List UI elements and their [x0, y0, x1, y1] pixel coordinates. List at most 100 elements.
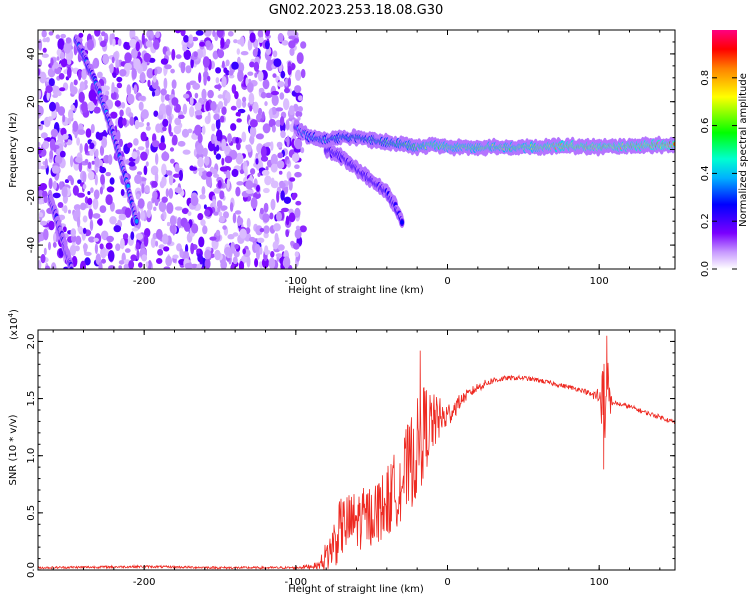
noise-blob [58, 181, 63, 190]
noise-blob [61, 186, 68, 198]
noise-blob [135, 41, 140, 52]
noise-blob [94, 30, 101, 37]
noise-blob [277, 32, 284, 43]
noise-blob [106, 235, 114, 243]
noise-blob [120, 189, 125, 196]
noise-blob [76, 137, 80, 146]
noise-blob [49, 101, 56, 112]
noise-blob [202, 56, 210, 68]
noise-blob [152, 74, 157, 83]
noise-blob [95, 148, 99, 158]
noise-blob [151, 180, 158, 188]
noise-blob [240, 51, 249, 56]
noise-blob [158, 110, 163, 116]
noise-blob [165, 255, 173, 267]
noise-blob [106, 186, 115, 193]
noise-blob [277, 244, 285, 251]
noise-blob [204, 258, 211, 269]
noise-blob [135, 242, 140, 250]
noise-blob [56, 56, 60, 61]
noise-blob [245, 180, 254, 190]
noise-blob [227, 133, 232, 144]
noise-blob [117, 38, 122, 47]
noise-blob [38, 59, 43, 68]
noise-blob [153, 206, 157, 211]
noise-blob [275, 107, 284, 112]
noise-blob [165, 50, 172, 56]
noise-blob [291, 153, 300, 163]
noise-blob [257, 107, 263, 116]
noise-blob [190, 195, 199, 206]
noise-blob [137, 198, 145, 209]
colorbar-ticks: 0.0 0.2 0.4 0.6 0.8 [700, 70, 737, 277]
noise-blob [215, 129, 223, 142]
noise-blob [194, 102, 202, 112]
noise-blob [198, 170, 203, 177]
noise-blob [300, 41, 307, 49]
noise-blob [68, 109, 74, 120]
noise-blob [264, 245, 269, 256]
noise-blob [145, 138, 150, 149]
noise-blob [102, 53, 110, 65]
noise-blob [209, 236, 217, 241]
noise-blob [70, 86, 78, 95]
noise-blob [110, 91, 117, 100]
noise-blob [248, 236, 256, 242]
noise-blob [197, 167, 205, 172]
noise-blob [183, 221, 191, 232]
noise-blob [130, 231, 135, 241]
noise-blob [294, 251, 299, 258]
noise-blob [199, 194, 206, 200]
noise-blob [94, 156, 100, 168]
noise-blob [192, 82, 201, 90]
noise-blob [255, 133, 264, 140]
noise-blob [183, 93, 190, 99]
noise-blob [100, 246, 107, 259]
noise-blob [227, 31, 234, 37]
noise-blob [253, 61, 260, 72]
noise-blob [117, 116, 124, 129]
noise-blob [155, 228, 163, 240]
noise-blob [127, 142, 133, 148]
noise-blob [287, 77, 291, 87]
noise-blob [157, 248, 164, 256]
noise-blob [245, 227, 251, 235]
noise-blob [80, 202, 87, 211]
noise-blob [231, 246, 236, 254]
colorbar-tick-label: 0.0 [700, 261, 711, 277]
noise-blob [270, 198, 276, 211]
spectrogram-y-ticks: -40 -20 0 20 40 [26, 29, 675, 270]
noise-blob [217, 49, 225, 59]
noise-blob [147, 79, 151, 88]
noise-blob [78, 91, 85, 103]
colorbar-label: Normalized spectral amplitude [738, 73, 749, 227]
noise-blob [155, 31, 161, 39]
noise-blob [55, 34, 60, 39]
noise-blob [206, 171, 213, 178]
noise-blob [70, 155, 74, 168]
noise-blob [57, 202, 64, 208]
spectrogram-x-ticks: -200 -100 0 100 [52, 30, 661, 287]
noise-blob [277, 152, 284, 159]
noise-blob [215, 153, 222, 160]
noise-blob [76, 216, 81, 228]
noise-blob [190, 242, 195, 255]
noise-blob [205, 175, 212, 188]
noise-blob [284, 87, 290, 94]
noise-blob [235, 112, 240, 117]
noise-blob [131, 48, 138, 59]
noise-blob [196, 144, 204, 155]
snr-multiplier: (x104) [7, 309, 20, 340]
noise-blob [45, 36, 50, 43]
noise-blob [115, 58, 120, 71]
noise-blob [236, 48, 240, 55]
noise-blob [53, 61, 59, 69]
noise-blob [234, 210, 242, 215]
noise-blob [197, 213, 204, 221]
noise-blob [140, 177, 147, 182]
noise-blob [177, 140, 186, 147]
noise-blob [169, 147, 175, 152]
colorbar-tick-label: 0.2 [700, 213, 711, 229]
